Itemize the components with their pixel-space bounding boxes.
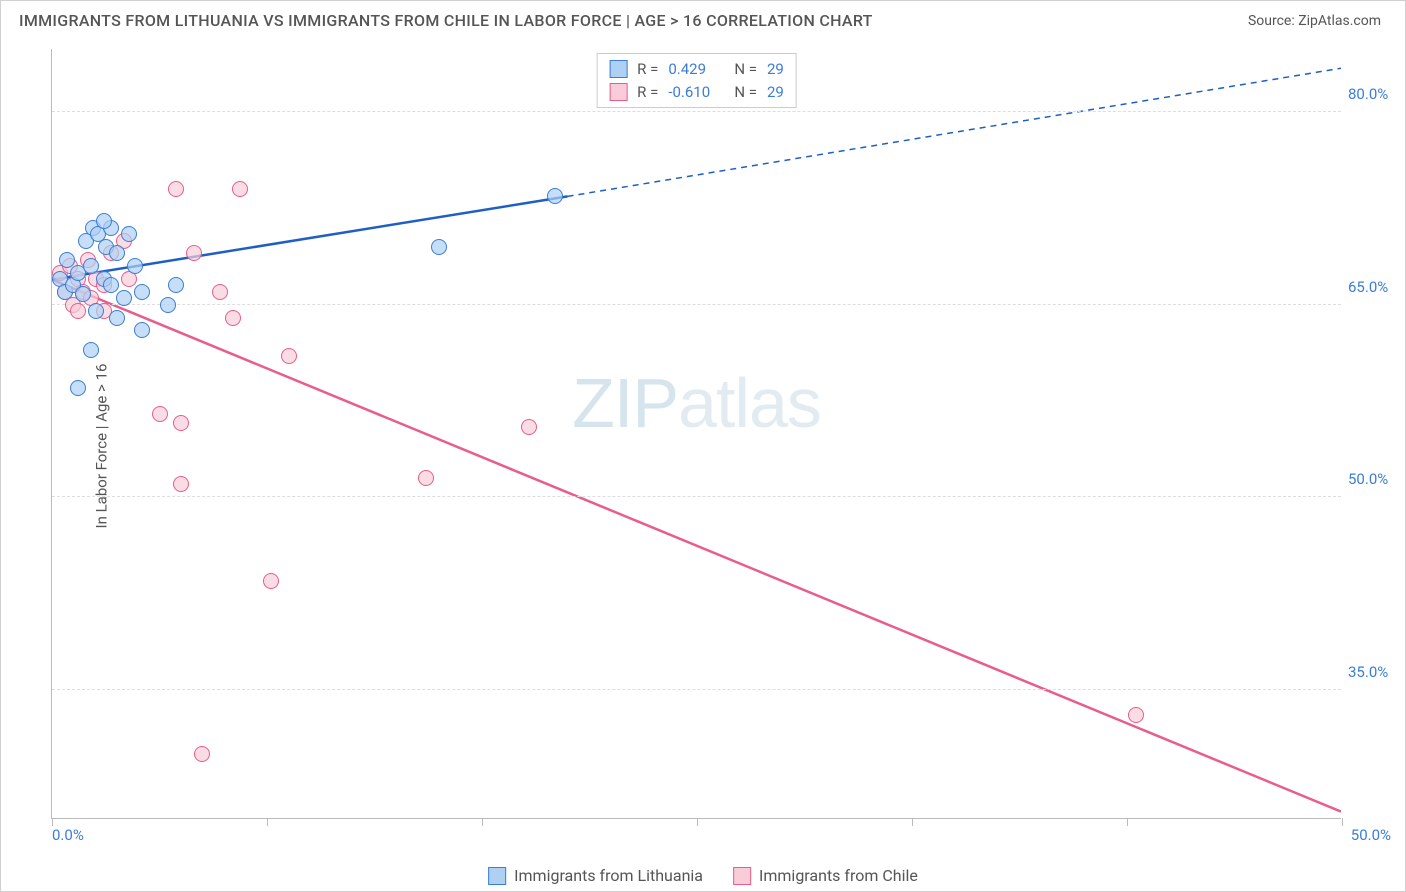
- lithuania-point: [127, 258, 143, 274]
- y-tick-label: 35.0%: [1348, 663, 1403, 681]
- swatch-pink-icon: [733, 867, 751, 885]
- lithuania-point: [121, 226, 137, 242]
- lithuania-point: [134, 284, 150, 300]
- lithuania-point: [88, 303, 104, 319]
- n-value-chile: 29: [767, 81, 784, 104]
- lithuania-point: [109, 245, 125, 261]
- lithuania-point: [116, 290, 132, 306]
- chile-point: [173, 476, 189, 492]
- swatch-blue-icon: [609, 60, 627, 78]
- source-attribution: Source: ZipAtlas.com: [1248, 13, 1381, 29]
- chile-point: [70, 303, 86, 319]
- chart-title: IMMIGRANTS FROM LITHUANIA VS IMMIGRANTS …: [19, 11, 873, 30]
- legend-item-chile: Immigrants from Chile: [733, 866, 918, 885]
- chile-point: [521, 419, 537, 435]
- correlation-row-chile: R = -0.610 N = 29: [609, 81, 784, 104]
- lithuania-point: [109, 310, 125, 326]
- r-value-chile: -0.610: [668, 81, 724, 104]
- chile-point: [281, 348, 297, 364]
- legend-label-chile: Immigrants from Chile: [759, 866, 918, 885]
- title-row: IMMIGRANTS FROM LITHUANIA VS IMMIGRANTS …: [1, 1, 1405, 36]
- n-label: N =: [734, 81, 757, 104]
- lithuania-point: [547, 188, 563, 204]
- r-label: R =: [637, 58, 658, 81]
- lithuania-point: [168, 277, 184, 293]
- chile-point: [263, 573, 279, 589]
- x-tick-mark: [912, 818, 913, 826]
- series-legend: Immigrants from Lithuania Immigrants fro…: [488, 866, 918, 885]
- regression-lines-svg: [52, 49, 1341, 818]
- chile-point: [186, 245, 202, 261]
- lithuania-point: [70, 380, 86, 396]
- x-tick-mark: [52, 818, 53, 826]
- gridline-h: [52, 111, 1341, 112]
- r-label: R =: [637, 81, 658, 104]
- watermark-bold: ZIP: [572, 364, 678, 442]
- lithuania-point: [160, 297, 176, 313]
- chile-point: [152, 406, 168, 422]
- y-tick-label: 65.0%: [1348, 278, 1403, 296]
- n-value-lithuania: 29: [767, 58, 784, 81]
- chart-container: IMMIGRANTS FROM LITHUANIA VS IMMIGRANTS …: [0, 0, 1406, 892]
- gridline-h: [52, 304, 1341, 305]
- lithuania-point: [75, 286, 91, 302]
- lithuania-point: [431, 239, 447, 255]
- chile-point: [168, 181, 184, 197]
- chile-point: [212, 284, 228, 300]
- n-label: N =: [734, 58, 757, 81]
- correlation-row-lithuania: R = 0.429 N = 29: [609, 58, 784, 81]
- lithuania-point: [103, 277, 119, 293]
- y-tick-label: 80.0%: [1348, 85, 1403, 103]
- lithuania-point: [96, 213, 112, 229]
- gridline-h: [52, 496, 1341, 497]
- chile-point: [225, 310, 241, 326]
- plot-area: ZIPatlas R = 0.429 N = 29 R = -0.610 N =…: [51, 49, 1341, 819]
- gridline-h: [52, 689, 1341, 690]
- watermark: ZIPatlas: [572, 363, 821, 443]
- x-tick-start: 0.0%: [52, 826, 84, 844]
- lithuania-point: [134, 322, 150, 338]
- chile-point: [418, 470, 434, 486]
- r-value-lithuania: 0.429: [668, 58, 724, 81]
- chile-point: [232, 181, 248, 197]
- legend-label-lithuania: Immigrants from Lithuania: [514, 866, 703, 885]
- x-tick-mark: [482, 818, 483, 826]
- chile-point: [1128, 707, 1144, 723]
- correlation-legend: R = 0.429 N = 29 R = -0.610 N = 29: [596, 53, 797, 108]
- x-tick-mark: [1127, 818, 1128, 826]
- legend-item-lithuania: Immigrants from Lithuania: [488, 866, 703, 885]
- y-tick-label: 50.0%: [1348, 470, 1403, 488]
- swatch-pink-icon: [609, 83, 627, 101]
- chile-point: [194, 746, 210, 762]
- lithuania-point: [83, 342, 99, 358]
- x-tick-mark: [267, 818, 268, 826]
- x-tick-mark: [697, 818, 698, 826]
- swatch-blue-icon: [488, 867, 506, 885]
- lithuania-point: [83, 258, 99, 274]
- watermark-thin: atlas: [678, 364, 821, 442]
- chile-point: [173, 415, 189, 431]
- x-tick-mark: [1342, 818, 1343, 826]
- x-tick-end: 50.0%: [1351, 826, 1391, 844]
